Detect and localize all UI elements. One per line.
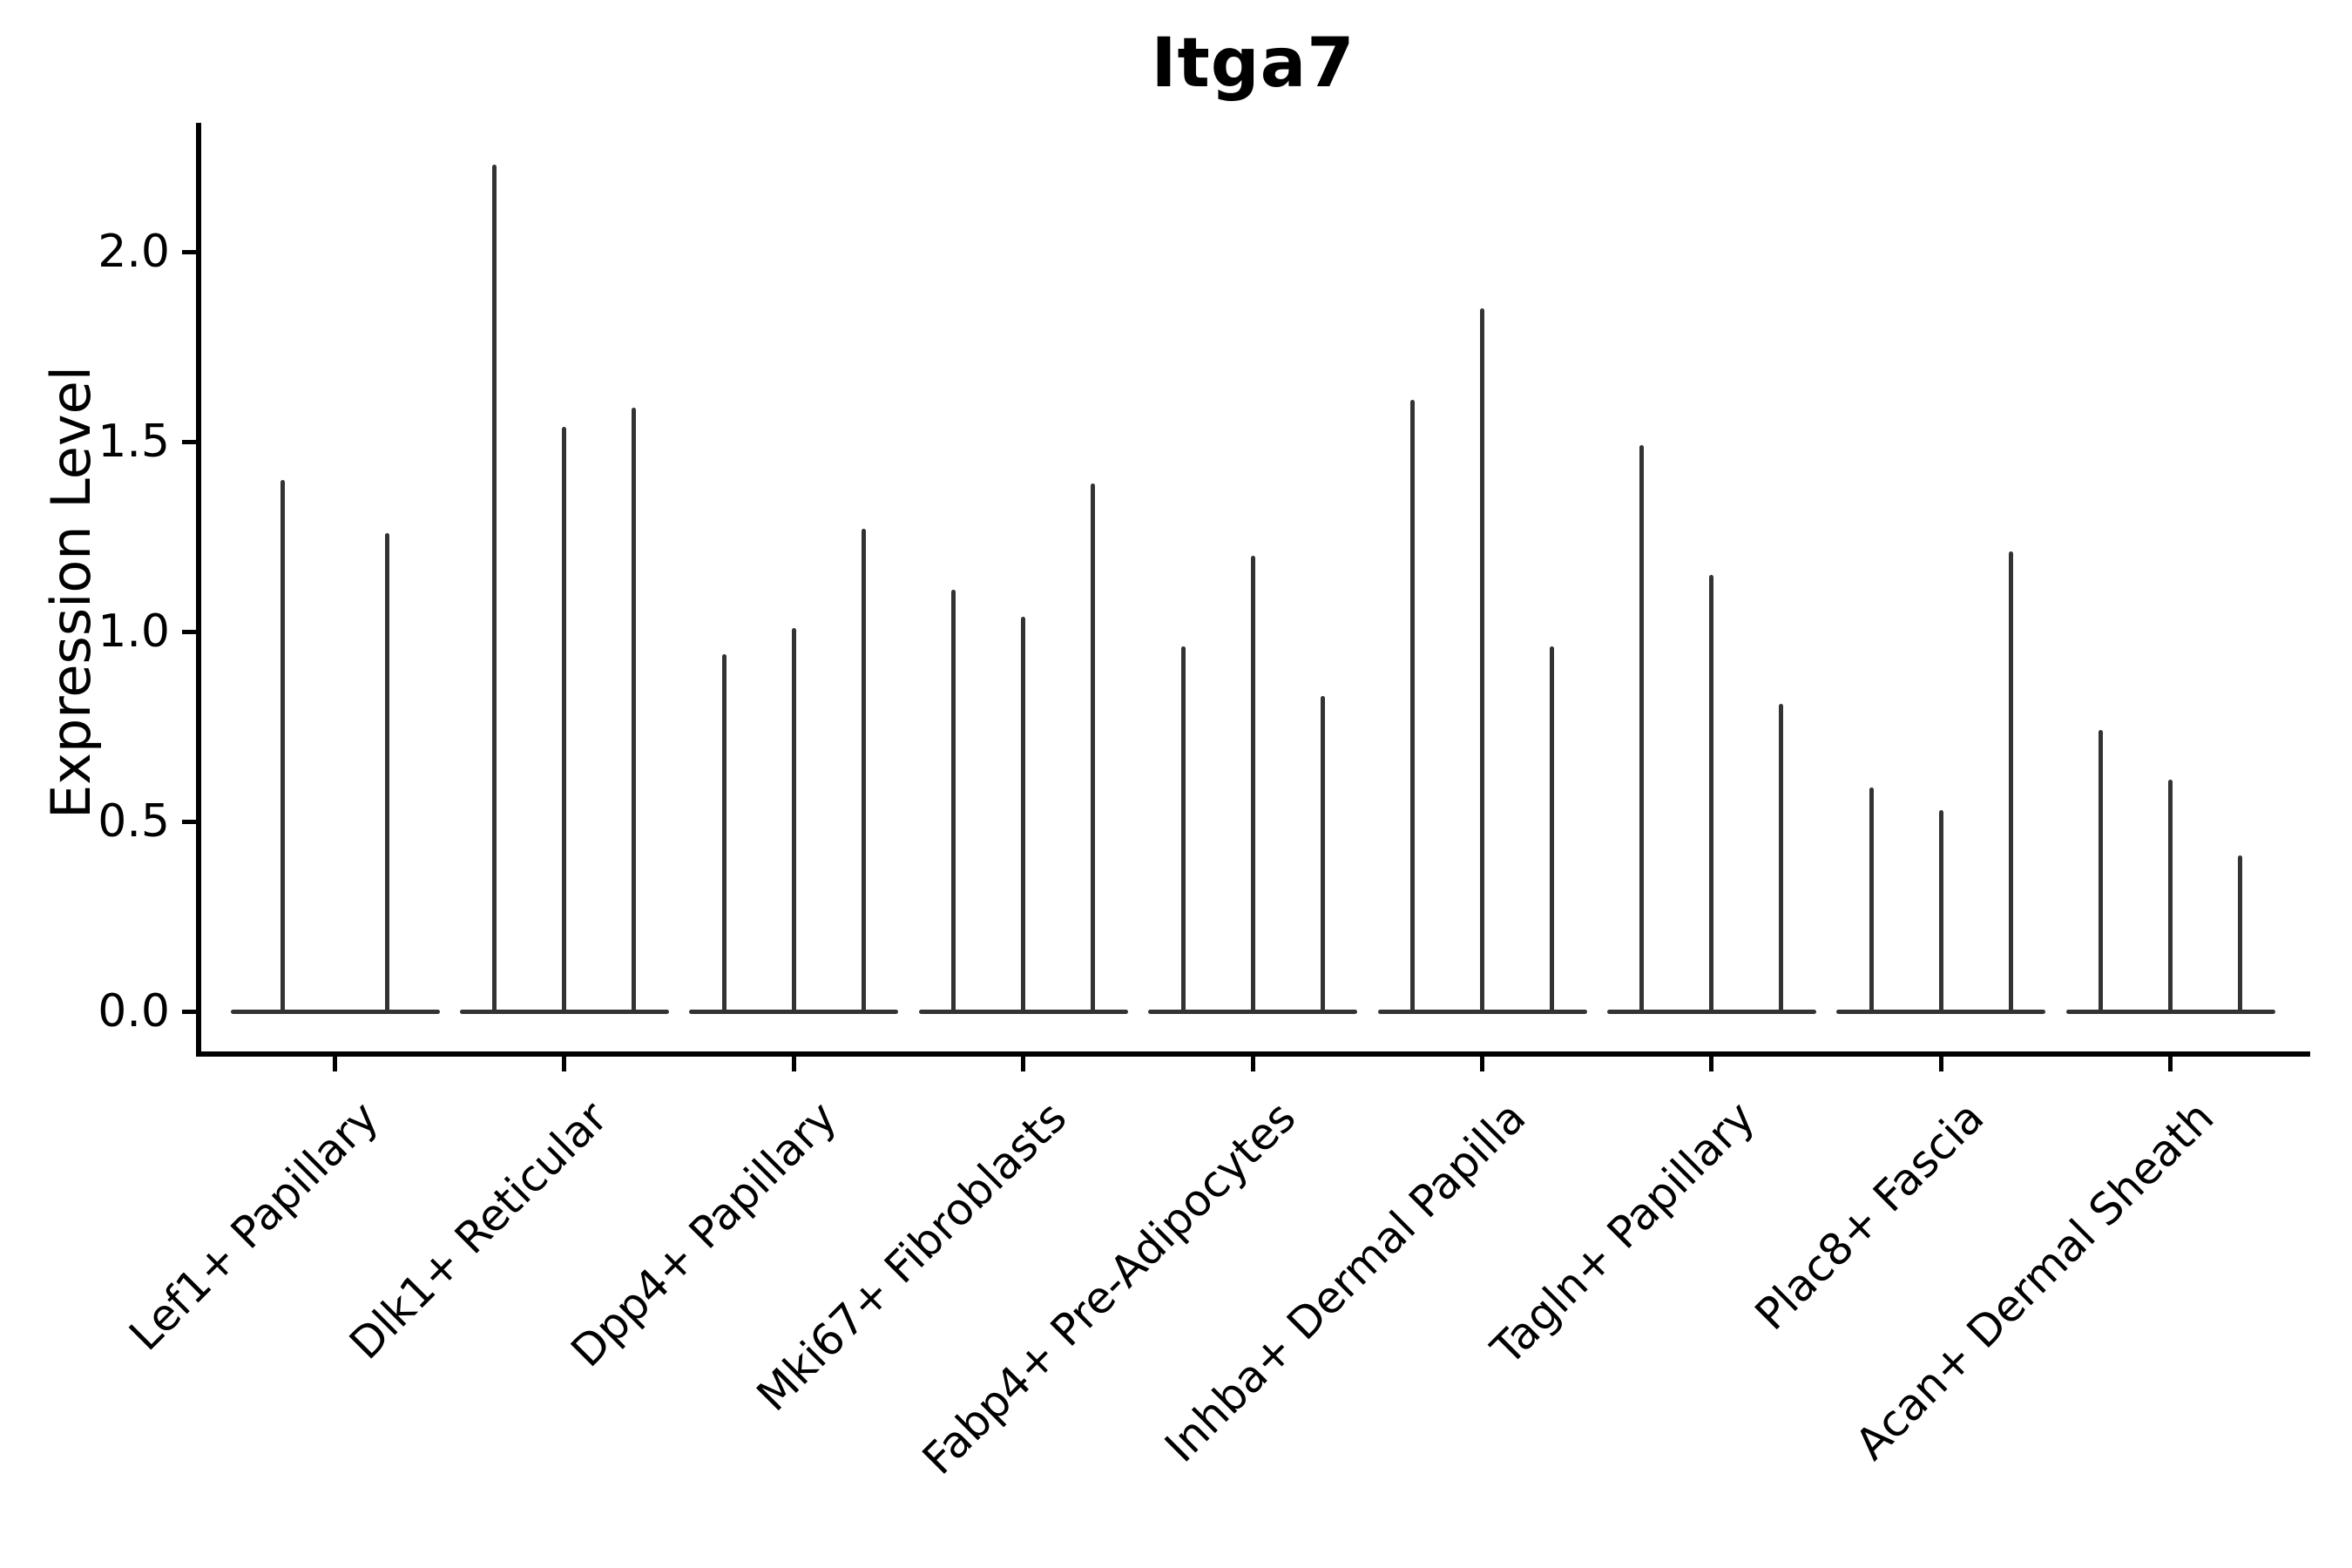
y-tick-label: 2.0: [98, 226, 170, 278]
violin-spike: [492, 164, 497, 1013]
y-tick-label: 0.0: [98, 985, 170, 1037]
chart-title: Itga7: [1151, 24, 1355, 103]
x-tick-label: Mki67+ Fibroblasts: [747, 1092, 1077, 1422]
x-tick-label: Dpp4+ Papillary: [561, 1092, 847, 1377]
violin-spike: [1639, 445, 1645, 1013]
violin-spike: [1021, 616, 1026, 1013]
y-tick-mark: [182, 629, 196, 634]
violin-spike: [2168, 780, 2173, 1013]
violin-spike: [721, 654, 727, 1013]
violin-spike: [1091, 483, 1096, 1013]
violin-spike: [791, 627, 796, 1013]
violin-spike: [1480, 308, 1484, 1013]
x-axis-spine: [196, 1051, 2310, 1057]
x-tick-mark: [1709, 1057, 1714, 1071]
violin-spike: [280, 479, 285, 1013]
y-tick-mark: [182, 819, 196, 824]
x-tick-label: Dlk1+ Reticular: [340, 1092, 618, 1369]
violin-spike: [1410, 400, 1415, 1013]
x-tick-label: Tagln+ Papillary: [1481, 1092, 1765, 1375]
violin-spike: [1180, 646, 1186, 1013]
violin-spike: [2238, 855, 2243, 1013]
violin-spike: [1938, 809, 1943, 1013]
y-tick-label: 0.5: [98, 795, 170, 848]
x-tick-mark: [333, 1057, 337, 1071]
violin-baseline: [230, 1009, 440, 1014]
x-tick-mark: [1250, 1057, 1255, 1071]
x-tick-label: Acan+ Dermal Sheath: [1845, 1092, 2224, 1470]
violin-spike: [562, 426, 567, 1013]
x-tick-label: Plac8+ Fascia: [1746, 1092, 1994, 1341]
y-axis-spine: [196, 123, 201, 1057]
y-tick-mark: [182, 1009, 196, 1014]
violin-spike: [1250, 555, 1255, 1013]
violin-spike: [1779, 703, 1784, 1013]
violin-spike: [1709, 574, 1714, 1013]
x-tick-mark: [2168, 1057, 2173, 1071]
y-tick-label: 1.0: [98, 605, 170, 658]
violin-spike: [385, 532, 389, 1013]
y-tick-label: 1.5: [98, 416, 170, 468]
violin-spike: [1869, 787, 1874, 1013]
x-tick-mark: [1480, 1057, 1484, 1071]
violin-spike: [951, 590, 956, 1013]
violin-spike: [1320, 696, 1325, 1013]
x-tick-mark: [1938, 1057, 1943, 1071]
x-tick-mark: [562, 1057, 567, 1071]
violin-spike: [861, 529, 866, 1013]
violin-spike: [2008, 551, 2013, 1013]
x-tick-mark: [791, 1057, 796, 1071]
violin-spike: [632, 407, 637, 1013]
x-tick-label: Fabp4+ Pre-Adipocytes: [913, 1092, 1306, 1484]
y-tick-mark: [182, 439, 196, 444]
y-tick-mark: [182, 249, 196, 254]
x-tick-mark: [1021, 1057, 1026, 1071]
violin-spike: [2099, 730, 2104, 1013]
violin-spike: [1550, 646, 1554, 1013]
x-tick-label: Inhba+ Dermal Papilla: [1154, 1092, 1535, 1472]
